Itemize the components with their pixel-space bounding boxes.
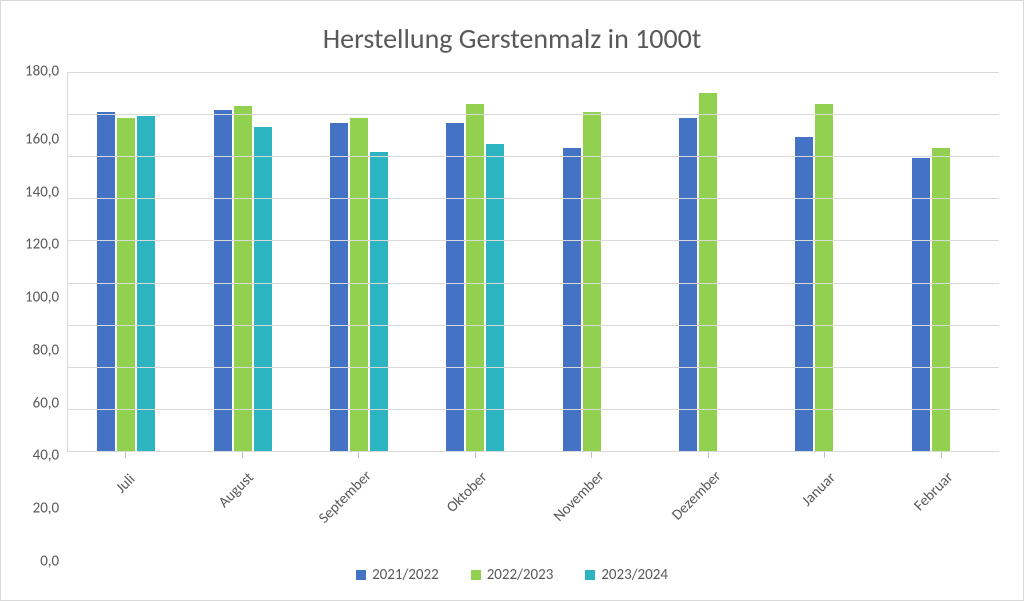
y-tick-label: 40,0 <box>33 449 60 464</box>
chart-body: 180,0160,0140,0120,0100,080,060,040,020,… <box>25 72 999 562</box>
y-tick-label: 120,0 <box>25 238 59 253</box>
legend-item: 2021/2022 <box>356 566 439 584</box>
legend-swatch <box>356 570 366 580</box>
bar <box>214 110 232 451</box>
y-tick-label: 60,0 <box>33 396 60 411</box>
x-axis-label: Februar <box>911 469 957 515</box>
y-tick-label: 20,0 <box>33 502 60 517</box>
x-tick-mark <box>591 452 592 458</box>
legend-swatch <box>585 570 595 580</box>
grid-line <box>68 72 999 73</box>
bar <box>137 116 155 451</box>
x-label-slot: September <box>300 452 416 562</box>
grid-line <box>68 240 999 241</box>
chart-title: Herstellung Gerstenmalz in 1000t <box>25 21 999 56</box>
x-axis-label: August <box>215 469 258 512</box>
bar <box>795 137 813 451</box>
bar-group <box>883 72 999 451</box>
y-tick-label: 140,0 <box>25 185 59 200</box>
bar <box>234 106 252 451</box>
legend-label: 2023/2024 <box>601 566 668 584</box>
bar <box>486 144 504 451</box>
y-tick-label: 160,0 <box>25 132 59 147</box>
bar <box>699 93 717 451</box>
x-tick-mark <box>125 452 126 458</box>
x-tick-mark <box>242 452 243 458</box>
y-tick-label: 80,0 <box>33 343 60 358</box>
bar <box>446 123 464 451</box>
y-tick-label: 100,0 <box>25 291 59 306</box>
x-label-slot: Juli <box>67 452 183 562</box>
grid-line <box>68 283 999 284</box>
legend-item: 2023/2024 <box>585 566 668 584</box>
x-axis-label: September <box>316 467 376 527</box>
x-label-slot: Dezember <box>650 452 766 562</box>
grid-line <box>68 198 999 199</box>
legend: 2021/2022 2022/2023 2023/2024 <box>25 566 999 584</box>
x-label-slot: Februar <box>883 452 999 562</box>
x-axis-label: Oktober <box>443 468 491 516</box>
x-axis-label: November <box>550 467 608 525</box>
bar-group <box>185 72 301 451</box>
plot-wrap: Juli August September Oktober November Dezemb… <box>67 72 999 562</box>
x-tick-mark <box>358 452 359 458</box>
legend-label: 2021/2022 <box>372 566 439 584</box>
grid-line <box>68 409 999 410</box>
grid-line <box>68 156 999 157</box>
legend-label: 2022/2023 <box>487 566 554 584</box>
legend-item: 2022/2023 <box>471 566 554 584</box>
bar-group <box>766 72 882 451</box>
bar <box>679 118 697 451</box>
y-axis: 180,0160,0140,0120,0100,080,060,040,020,… <box>25 72 67 562</box>
x-axis-label: Januar <box>799 469 840 510</box>
x-label-slot: August <box>184 452 300 562</box>
plot-area <box>67 72 999 452</box>
x-label-slot: Januar <box>766 452 882 562</box>
grid-line <box>68 367 999 368</box>
x-tick-mark <box>708 452 709 458</box>
x-axis-label: Dezember <box>668 468 725 525</box>
bar-group <box>417 72 533 451</box>
grid-line <box>68 114 999 115</box>
legend-swatch <box>471 570 481 580</box>
x-axis-label: Juli <box>113 471 140 498</box>
y-tick-label: 0,0 <box>40 554 59 569</box>
bar <box>583 112 601 451</box>
chart-container: Herstellung Gerstenmalz in 1000t 180,0 16… <box>0 0 1024 601</box>
bar-group <box>650 72 766 451</box>
bar <box>370 152 388 451</box>
y-tick-label: 180,0 <box>25 65 59 80</box>
grid-line <box>68 325 999 326</box>
bar <box>932 148 950 451</box>
bar <box>912 158 930 451</box>
bar-groups <box>68 72 999 451</box>
bar <box>330 123 348 451</box>
bar-group <box>534 72 650 451</box>
x-label-slot: November <box>533 452 649 562</box>
bar <box>117 118 135 451</box>
x-tick-mark <box>475 452 476 458</box>
bar <box>350 118 368 451</box>
x-label-slot: Oktober <box>417 452 533 562</box>
bar <box>97 112 115 451</box>
x-tick-mark <box>824 452 825 458</box>
bar <box>254 127 272 451</box>
bar <box>563 148 581 451</box>
x-axis-labels: Juli August September Oktober November Dezemb… <box>67 452 999 562</box>
bar-group <box>301 72 417 451</box>
x-tick-mark <box>941 452 942 458</box>
bar-group <box>68 72 184 451</box>
